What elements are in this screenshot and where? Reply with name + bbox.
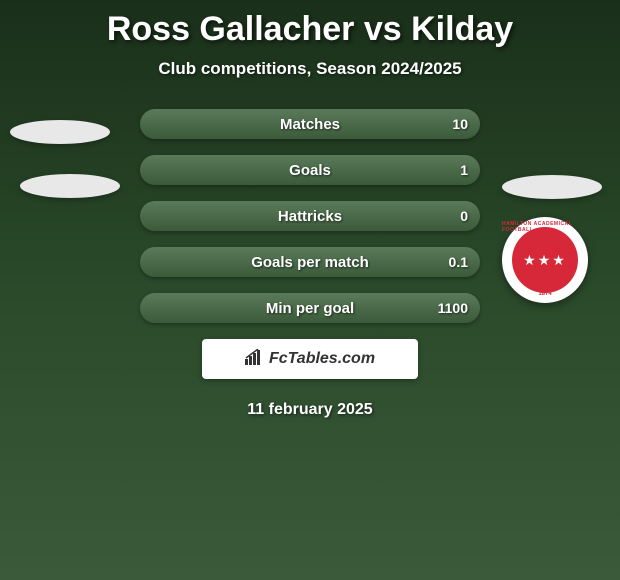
stat-value-right: 0.1	[449, 254, 468, 270]
stat-label: Min per goal	[266, 300, 354, 317]
season-subtitle: Club competitions, Season 2024/2025	[0, 59, 620, 79]
stat-row-mpg: Min per goal 1100	[140, 293, 480, 323]
club-badge-inner: ★★★	[512, 227, 578, 293]
stat-row-hattricks: Hattricks 0	[140, 201, 480, 231]
stat-value-right: 1100	[438, 300, 468, 316]
stat-row-matches: Matches 10	[140, 109, 480, 139]
right-player-badge: HAMILTON ACADEMICAL FOOTBALL ★★★ 1874	[502, 175, 602, 303]
stat-label: Hattricks	[278, 208, 342, 225]
left-player-badges	[10, 120, 120, 228]
left-ellipse-1	[10, 120, 110, 144]
right-ellipse	[502, 175, 602, 199]
stat-label: Goals per match	[251, 254, 369, 271]
comparison-title: Ross Gallacher vs Kilday	[0, 0, 620, 49]
chart-icon	[245, 349, 263, 370]
stat-value-right: 10	[452, 116, 468, 132]
left-ellipse-2	[20, 174, 120, 198]
fctables-label: FcTables.com	[269, 350, 375, 368]
stars-icon: ★★★	[523, 252, 567, 269]
stat-label: Matches	[280, 116, 340, 133]
stats-container: Matches 10 Goals 1 Hattricks 0 Goals per…	[140, 109, 480, 323]
stat-row-gpm: Goals per match 0.1	[140, 247, 480, 277]
stat-value-right: 0	[460, 208, 468, 224]
fctables-attribution: FcTables.com	[202, 339, 418, 379]
club-badge: HAMILTON ACADEMICAL FOOTBALL ★★★ 1874	[502, 217, 588, 303]
stat-value-right: 1	[460, 162, 468, 178]
stat-label: Goals	[289, 162, 331, 179]
stat-row-goals: Goals 1	[140, 155, 480, 185]
date-text: 11 february 2025	[0, 401, 620, 419]
club-year-text: 1874	[538, 291, 551, 297]
